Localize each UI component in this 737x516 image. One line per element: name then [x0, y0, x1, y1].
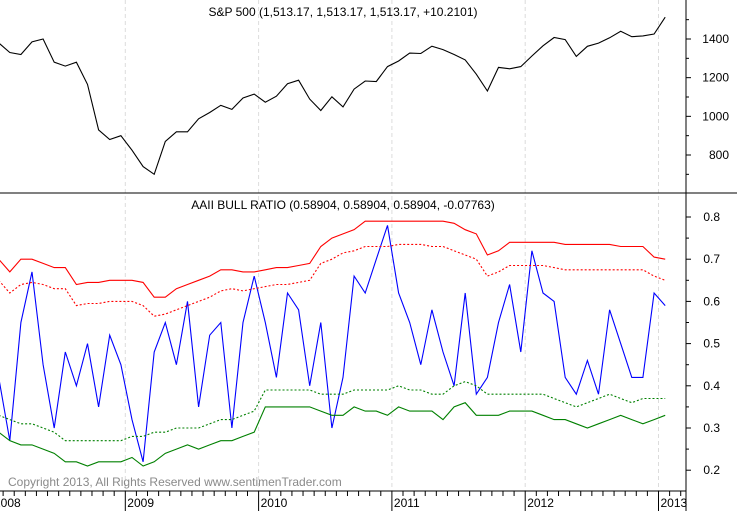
y-tick-label: 1200: [702, 71, 729, 85]
lower-band-line: [0, 402, 666, 467]
x-tick-label: 2011: [394, 496, 420, 510]
y-tick-label: 0.2: [703, 463, 720, 477]
upper-band-line: [0, 220, 666, 298]
y-tick-label: 0.8: [703, 210, 720, 224]
bull-ratio-title: AAII BULL RATIO (0.58904, 0.58904, 0.589…: [191, 198, 495, 212]
y-tick-label: 0.3: [703, 421, 720, 435]
y-tick-label: 0.5: [703, 337, 720, 351]
y-tick-label: 1400: [702, 32, 729, 46]
lower-band-dotted-line: [0, 381, 666, 442]
sp500-title: S&P 500 (1,513.17, 1,513.17, 1,513.17, +…: [209, 5, 478, 19]
series-layer: [0, 16, 666, 467]
bull-ratio-line: [0, 225, 666, 462]
copyright-annotation: Copyright 2013, All Rights Reserved www.…: [8, 475, 342, 489]
x-tick-label: 2013: [661, 496, 688, 510]
upper-band-dotted-line: [0, 243, 666, 317]
x-tick-label: 2012: [527, 496, 554, 510]
y-tick-label: 800: [709, 148, 729, 162]
x-tick-label: 2009: [127, 496, 154, 510]
sp500-line: [0, 16, 666, 176]
y-tick-label: 0.4: [703, 379, 720, 393]
x-tick-label: 2010: [261, 496, 288, 510]
y-tick-label: 1000: [702, 109, 729, 123]
y-tick-label: 0.6: [703, 294, 720, 308]
x-tick-label: 2008: [0, 496, 21, 510]
y-tick-label: 0.7: [703, 252, 720, 266]
